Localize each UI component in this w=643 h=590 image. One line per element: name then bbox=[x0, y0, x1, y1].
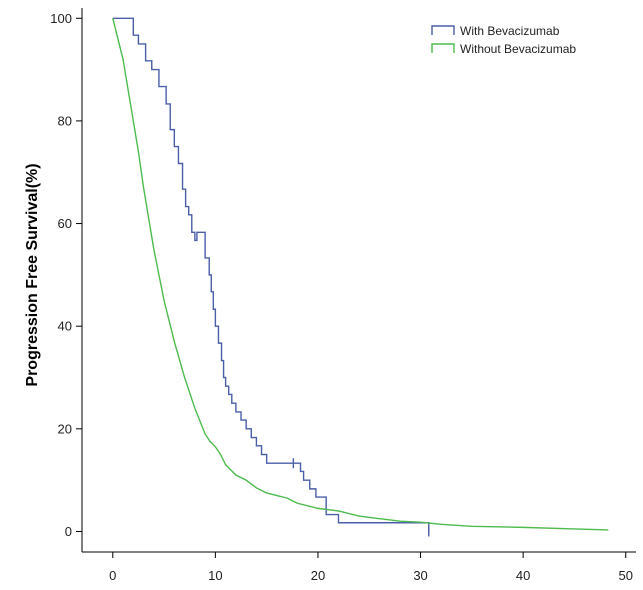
legend-swatch-without-bevacizumab bbox=[431, 43, 455, 53]
x-tick-label: 40 bbox=[516, 568, 530, 583]
y-axis-title: Progression Free Survival(%) bbox=[24, 163, 41, 386]
y-ticks: 0 20 40 60 80 100 bbox=[50, 11, 82, 539]
x-ticks: 0 10 20 30 40 50 bbox=[109, 552, 633, 583]
x-tick-label: 10 bbox=[208, 568, 222, 583]
y-tick-label: 40 bbox=[58, 319, 72, 334]
y-tick-label: 20 bbox=[58, 421, 72, 436]
series-line-without-bevacizumab bbox=[112, 18, 609, 531]
series-layer bbox=[112, 17, 609, 537]
series-line-with-bevacizumab bbox=[112, 17, 430, 532]
y-tick-label: 60 bbox=[58, 216, 72, 231]
legend-label-with-bevacizumab: With Bevacizumab bbox=[460, 24, 560, 38]
y-tick-label: 100 bbox=[50, 11, 72, 26]
x-tick-label: 0 bbox=[109, 568, 116, 583]
x-tick-label: 20 bbox=[311, 568, 325, 583]
legend-label-without-bevacizumab: Without Bevacizumab bbox=[460, 42, 576, 56]
y-tick-label: 0 bbox=[65, 524, 72, 539]
y-tick-label: 80 bbox=[58, 113, 72, 128]
legend-swatch-with-bevacizumab bbox=[431, 25, 455, 35]
x-tick-label: 50 bbox=[619, 568, 633, 583]
x-tick-label: 30 bbox=[413, 568, 427, 583]
legend: With Bevacizumab Without Bevacizumab bbox=[431, 24, 576, 56]
axes bbox=[81, 8, 636, 553]
